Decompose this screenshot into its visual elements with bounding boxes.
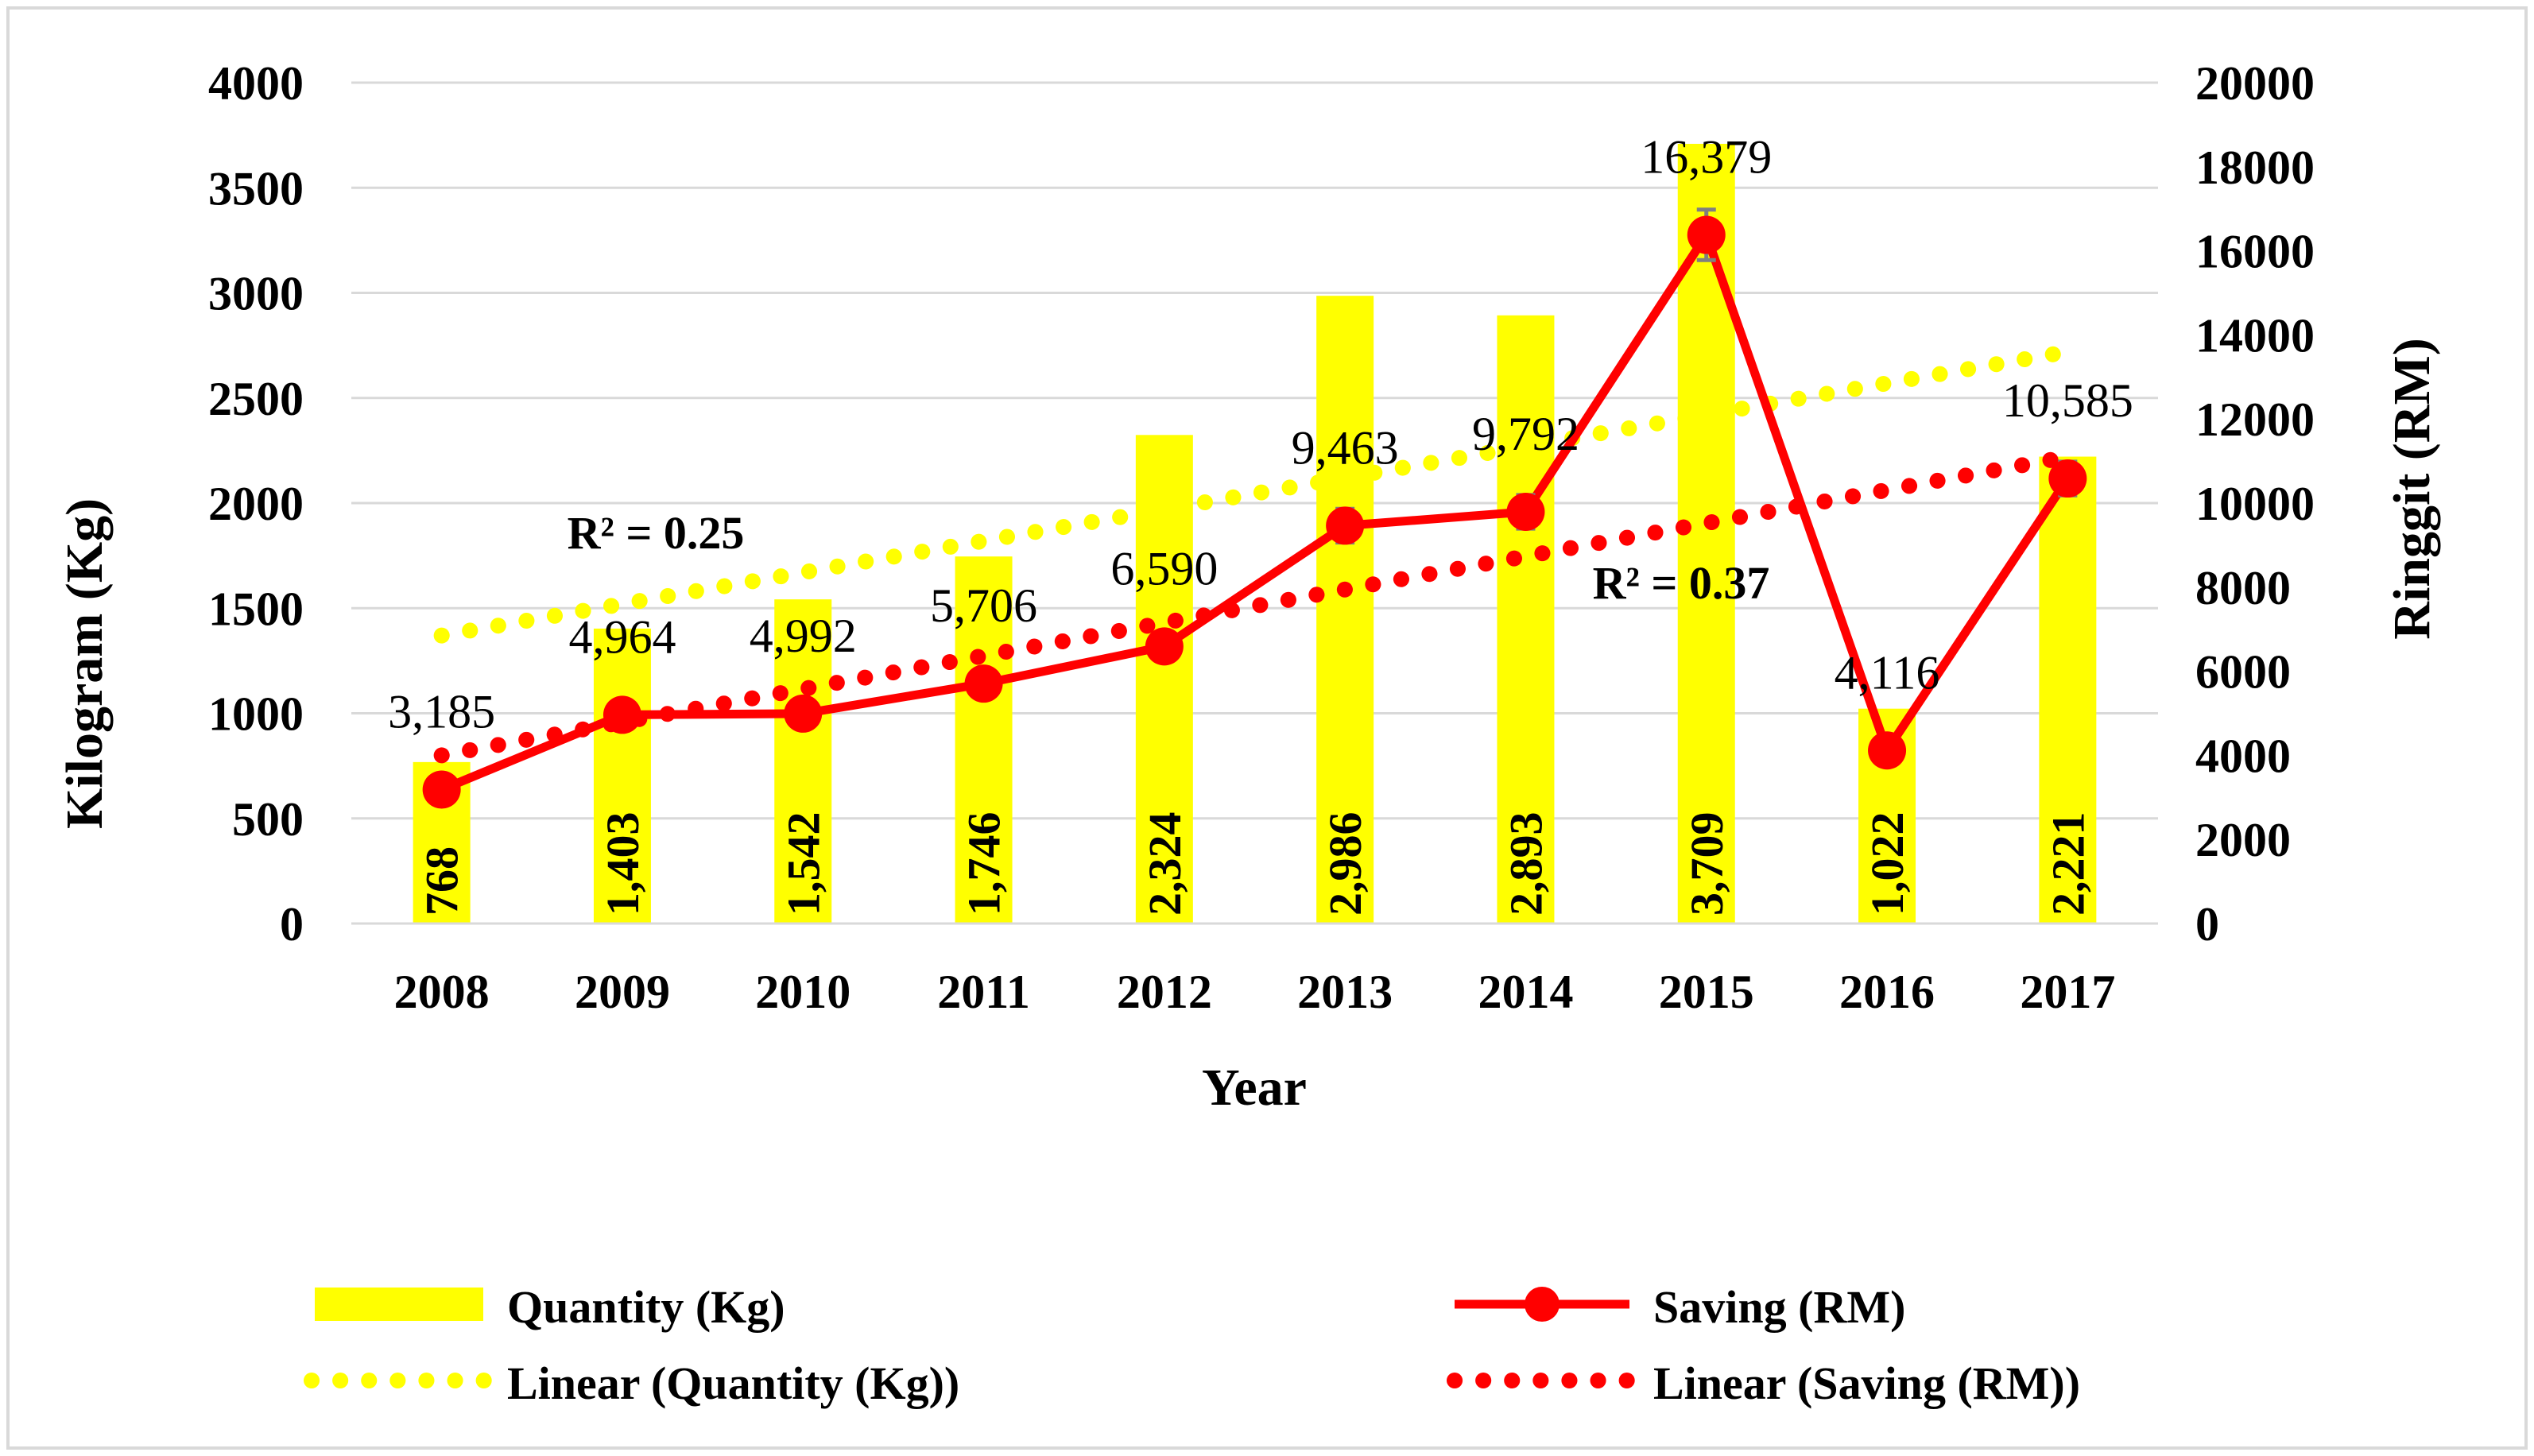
saving-marker [1145,627,1184,666]
bar-value-label: 1,746 [959,812,1010,916]
saving-line [422,207,2087,809]
saving-value-label: 9,463 [1292,421,1399,474]
x-tick-label: 2013 [1297,966,1393,1018]
y-axis-right-title: Ringgit (RM) [2383,338,2441,639]
saving-value-label: 10,585 [2002,374,2133,427]
x-tick-label: 2010 [755,966,850,1018]
saving-value-label: 5,706 [930,579,1037,632]
y-right-tick-label: 8000 [2195,562,2291,614]
trendlines [433,343,2076,764]
saving-marker [603,695,641,734]
bar-quantity [1497,315,1555,924]
y-axis-left-title: Kilogram (Kg) [56,498,114,829]
y-left-tick-label: 0 [280,898,304,951]
x-tick-label: 2016 [1839,966,1935,1018]
legend-label-saving: Saving (RM) [1653,1281,1905,1333]
saving-value-label: 4,992 [750,610,857,662]
y-right-tick-label: 2000 [2195,814,2291,866]
y-right-tick-label: 12000 [2195,393,2315,446]
saving-marker [2048,459,2087,498]
saving-marker [1506,493,1545,532]
bar-value-label: 1,542 [777,812,829,916]
x-tick-label: 2015 [1659,966,1754,1018]
saving-marker [1868,731,1907,770]
trendline-quantity [433,343,2076,644]
saving-value-label: 3,185 [388,686,495,738]
x-tick-label: 2009 [575,966,670,1018]
bar-value-label: 2,893 [1500,812,1552,916]
legend-label-quantity: Quantity (Kg) [507,1281,785,1333]
y-right-tick-label: 0 [2195,898,2219,951]
chart-border [6,6,2528,1450]
legend-swatch-quantity [315,1288,483,1321]
bar-value-label: 2,221 [2042,812,2094,916]
data-labels: 768 1,403 1,542 1,746 2,324 2,986 2,893 3,709 1,… [388,131,2133,916]
y-left-tick-label: 3000 [208,268,304,320]
bar-value-label: 3,709 [1681,812,1733,916]
r-squared-quantity: R² = 0.25 [568,507,745,559]
saving-value-label: 9,792 [1472,408,1579,460]
r-squared-saving: R² = 0.37 [1593,557,1770,609]
saving-value-label: 4,116 [1835,646,1940,699]
bar-value-label: 1,022 [1862,812,1913,916]
saving-value-label: 16,379 [1641,131,1772,184]
bar-value-label: 1,403 [597,812,649,916]
saving-marker [1687,215,1726,254]
y-right-tick-label: 16000 [2195,226,2315,278]
saving-marker [964,664,1003,703]
y-left-tick-label: 1000 [208,688,304,741]
y-right-tick-label: 6000 [2195,646,2291,699]
x-tick-label: 2011 [937,966,1030,1018]
x-tick-label: 2012 [1117,966,1212,1018]
y-left-tick-label: 500 [232,793,304,846]
bar-quantity [2039,456,2097,924]
y-left-tick-label: 4000 [208,57,304,110]
legend-label-quantity-trend: Linear (Quantity (Kg)) [507,1357,959,1409]
bar-value-label: 2,986 [1319,812,1371,916]
bar-quantity [1316,296,1374,924]
y-left-tick-label: 3500 [208,162,304,215]
y-left-tick-label: 2500 [208,373,304,425]
y-right-tick-label: 20000 [2195,57,2315,110]
x-tick-label: 2014 [1478,966,1573,1018]
x-tick-label: 2008 [394,966,490,1018]
bar-quantity [774,599,832,924]
saving-marker [1326,506,1365,545]
x-axis-title: Year [1202,1059,1307,1117]
legend: Quantity (Kg) Saving (RM) Linear (Quanti… [304,1281,2080,1409]
saving-value-label: 6,590 [1110,542,1218,594]
saving-marker [784,694,823,733]
y-right-tick-label: 18000 [2195,141,2315,194]
y-right-tick-label: 10000 [2195,478,2315,530]
axes: 0 500 1000 1500 2000 2500 3000 3500 4000 0 2000 400… [208,57,2315,1018]
bar-value-label: 2,324 [1139,812,1191,916]
x-tick-label: 2017 [2020,966,2115,1018]
legend-label-saving-trend: Linear (Saving (RM)) [1653,1357,2080,1409]
saving-marker [422,770,461,809]
bar-quantity [593,628,651,924]
bar-value-label: 768 [417,846,468,916]
y-right-tick-label: 4000 [2195,730,2291,782]
saving-value-label: 4,964 [568,610,676,663]
y-right-tick-label: 14000 [2195,309,2315,362]
y-left-tick-label: 1500 [208,583,304,635]
y-left-tick-label: 2000 [208,478,304,530]
legend-swatch-saving-marker [1525,1287,1560,1322]
saving-line-path [440,230,2071,794]
trendline-saving [433,448,2076,764]
bar-quantity [955,556,1013,924]
